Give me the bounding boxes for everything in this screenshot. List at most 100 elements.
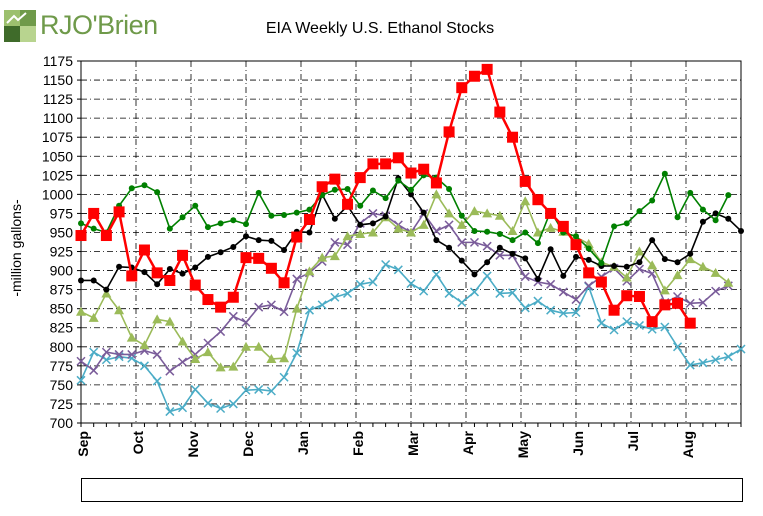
data-point — [659, 285, 670, 295]
data-point — [100, 230, 112, 242]
y-tick-label: 950 — [50, 224, 74, 240]
marker-stroke — [368, 208, 378, 218]
data-point — [253, 252, 265, 264]
data-point — [178, 357, 188, 367]
marker-stroke — [127, 353, 137, 363]
data-point — [204, 253, 211, 260]
data-point — [330, 292, 340, 302]
data-point — [557, 220, 569, 232]
marker-stroke — [292, 348, 302, 358]
data-point — [697, 261, 708, 271]
marker-stroke — [114, 349, 124, 359]
marker-stroke — [89, 347, 99, 357]
data-point — [573, 253, 579, 260]
marker-stroke — [317, 300, 327, 310]
data-point — [649, 237, 656, 244]
marker-stroke — [228, 311, 238, 321]
logo-mark-icon — [4, 10, 36, 42]
data-point — [76, 306, 86, 316]
x-tick-label-month: Feb — [350, 431, 366, 456]
marker-stroke — [558, 287, 568, 297]
data-point — [127, 353, 137, 363]
data-point — [507, 131, 519, 143]
data-point — [520, 272, 530, 282]
data-point — [189, 279, 201, 291]
data-point — [468, 70, 480, 82]
data-point — [101, 288, 112, 298]
data-point — [710, 267, 721, 277]
marker-stroke — [711, 355, 721, 365]
data-point — [357, 202, 364, 209]
y-tick-label: 775 — [50, 358, 74, 374]
y-tick-label: 925 — [50, 244, 74, 260]
data-point — [382, 213, 389, 220]
data-point — [712, 217, 719, 224]
data-point — [674, 259, 681, 266]
data-point — [101, 347, 111, 357]
data-point — [141, 182, 148, 189]
data-point — [509, 250, 516, 257]
y-tick-label: 725 — [50, 396, 74, 412]
data-point — [446, 186, 453, 193]
series-2014-15 — [76, 259, 746, 417]
data-point — [533, 296, 543, 306]
marker-stroke — [152, 349, 162, 359]
marker-stroke — [127, 349, 137, 359]
data-point — [433, 237, 440, 244]
data-point — [367, 227, 378, 237]
data-point — [494, 210, 505, 220]
marker-stroke — [558, 308, 568, 318]
data-point — [369, 187, 376, 194]
data-point — [660, 322, 670, 332]
data-point — [687, 250, 694, 257]
data-point — [278, 277, 290, 289]
x-tick-label-month: Oct — [130, 431, 146, 455]
data-point — [546, 279, 556, 289]
data-point — [672, 297, 684, 309]
marker-stroke — [304, 305, 314, 315]
marker-stroke — [495, 250, 505, 260]
data-point — [331, 215, 338, 222]
data-point — [482, 241, 492, 251]
marker-stroke — [482, 271, 492, 281]
data-point — [659, 299, 671, 311]
data-point — [623, 220, 630, 227]
data-point — [495, 250, 505, 260]
marker-stroke — [76, 356, 86, 366]
x-tick-label-month: Aug — [680, 431, 696, 458]
marker-stroke — [254, 384, 264, 394]
data-point — [585, 245, 592, 252]
data-point — [661, 170, 668, 177]
data-point — [522, 229, 529, 236]
data-point — [139, 340, 150, 350]
data-point — [674, 214, 681, 221]
data-point — [243, 233, 249, 240]
data-point — [228, 361, 239, 371]
data-point — [230, 217, 237, 224]
marker-stroke — [343, 240, 353, 250]
y-axis-label: -million gallons- — [8, 199, 24, 297]
chart-title: EIA Weekly U.S. Ethanol Stocks — [265, 20, 495, 37]
data-point — [584, 281, 594, 291]
data-point — [496, 230, 503, 237]
data-point — [634, 320, 644, 330]
data-point — [711, 286, 721, 296]
data-point — [192, 202, 199, 209]
data-point — [266, 353, 277, 363]
data-point — [369, 220, 376, 227]
y-tick-label: 1050 — [42, 148, 73, 164]
data-point — [622, 317, 632, 327]
data-point — [471, 271, 478, 278]
data-point — [520, 303, 530, 313]
data-point — [279, 372, 289, 382]
data-point — [331, 186, 338, 193]
marker-stroke — [584, 281, 594, 291]
y-tick-label: 900 — [50, 263, 74, 279]
logo-text: RJO'Brien — [40, 10, 158, 40]
data-point — [177, 249, 189, 261]
data-point — [179, 214, 186, 221]
data-point — [532, 227, 543, 237]
data-point — [343, 288, 353, 298]
marker-stroke — [101, 347, 111, 357]
